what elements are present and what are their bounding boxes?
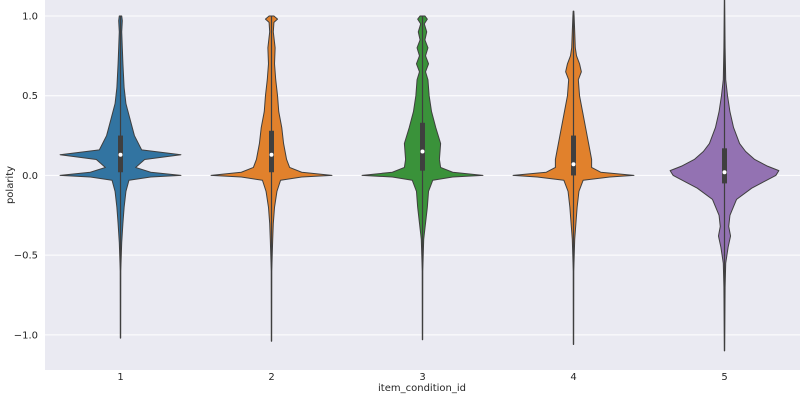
median-marker bbox=[420, 149, 425, 154]
median-marker bbox=[571, 162, 576, 167]
violin-4 bbox=[512, 10, 635, 345]
y-tick-label: 1.0 bbox=[22, 11, 38, 22]
x-tick-label: 5 bbox=[721, 372, 727, 383]
x-tick-label: 3 bbox=[419, 372, 425, 383]
y-tick-label: −0.5 bbox=[14, 251, 38, 262]
violin-2 bbox=[210, 15, 333, 342]
y-tick-label: 0.0 bbox=[22, 171, 38, 182]
violin-3 bbox=[361, 15, 484, 341]
x-tick-labels: 1 2 3 4 5 bbox=[117, 372, 727, 383]
iqr-box bbox=[571, 135, 576, 176]
y-tick-label: 0.5 bbox=[22, 91, 38, 102]
x-axis-label: item_condition_id bbox=[378, 383, 466, 394]
iqr-box bbox=[269, 130, 274, 173]
violins bbox=[59, 0, 780, 352]
x-tick-label: 1 bbox=[117, 372, 123, 383]
y-tick-label: −1.0 bbox=[14, 330, 38, 341]
iqr-box bbox=[420, 122, 425, 171]
violin-5 bbox=[669, 0, 780, 352]
iqr-box bbox=[722, 148, 727, 184]
y-axis-label: polarity bbox=[5, 166, 16, 204]
median-marker bbox=[269, 152, 274, 157]
violin-1 bbox=[59, 15, 182, 339]
median-marker bbox=[722, 170, 727, 175]
x-tick-label: 2 bbox=[268, 372, 274, 383]
y-tick-labels: −1.0 −0.5 0.0 0.5 1.0 bbox=[14, 11, 38, 341]
x-tick-label: 4 bbox=[570, 372, 576, 383]
median-marker bbox=[118, 152, 123, 157]
